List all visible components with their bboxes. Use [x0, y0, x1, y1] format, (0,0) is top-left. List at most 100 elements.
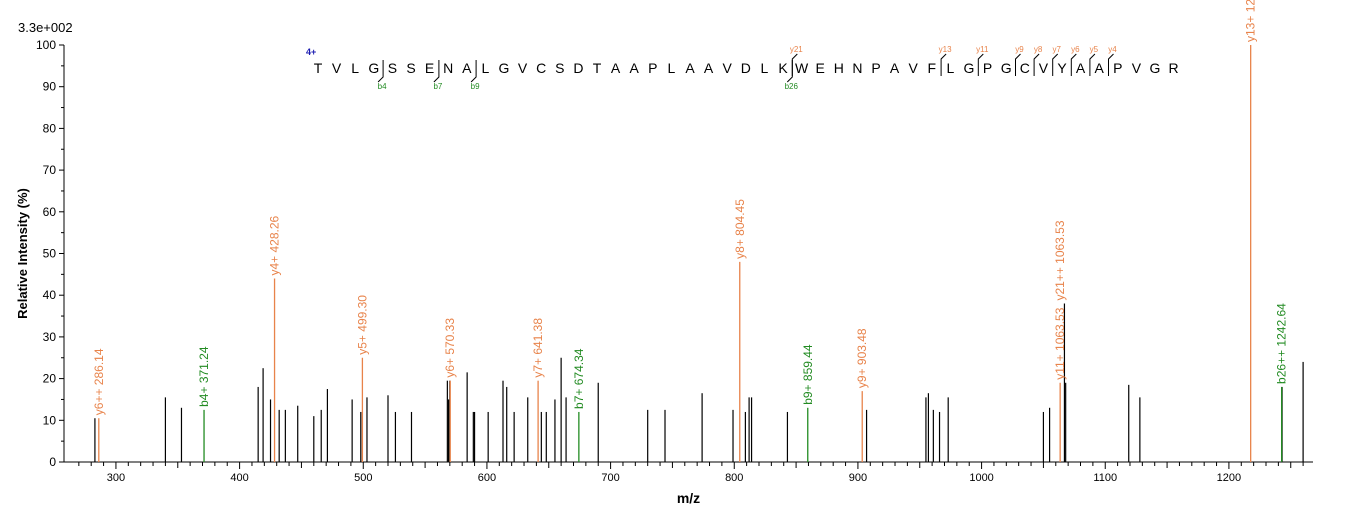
y-tick-label: 40	[43, 288, 57, 302]
y-ion-cleavage-mark	[791, 53, 798, 76]
sequence-residue: G	[964, 60, 975, 76]
peak-label: b26++ 1242.64	[1275, 303, 1289, 384]
sequence-residue: A	[462, 60, 472, 76]
y-ion-cleavage-mark	[940, 53, 947, 76]
peak-label: b4+ 371.24	[197, 346, 211, 407]
y-ion-label: y11	[976, 45, 989, 54]
y-ion-label: y21	[790, 45, 803, 54]
sequence-residue: V	[518, 60, 528, 76]
charge-state: 4+	[306, 47, 316, 57]
y-ion-cleavage-mark	[1070, 53, 1077, 76]
x-tick-label: 600	[478, 472, 496, 484]
sequence-residue: W	[795, 60, 809, 76]
y-tick-label: 50	[43, 247, 57, 261]
x-tick-label: 1100	[1093, 472, 1117, 484]
y-tick-label: 90	[43, 80, 57, 94]
sequence-residue: K	[778, 60, 788, 76]
sequence-residue: A	[1095, 60, 1105, 76]
x-tick-label: 1200	[1217, 472, 1241, 484]
y-tick-label: 70	[43, 163, 57, 177]
peak-label: y9+ 903.48	[855, 328, 869, 388]
peak-label: y13+ 1217.60	[1244, 0, 1258, 42]
sequence-residue: L	[668, 60, 676, 76]
y-tick-label: 30	[43, 330, 57, 344]
sequence-residue: V	[909, 60, 919, 76]
peak-label: y21++ 1063.53	[1053, 220, 1067, 300]
sequence-residue: A	[890, 60, 900, 76]
y-ion-label: y4	[1108, 45, 1117, 54]
sequence-residue: V	[332, 60, 342, 76]
sequence-residue: S	[388, 60, 397, 76]
sequence-residue: A	[630, 60, 640, 76]
sequence-residue: P	[983, 60, 992, 76]
sequence-residue: H	[834, 60, 844, 76]
b-ion-label: b9	[471, 82, 480, 91]
y-axis-title: Relative Intensity (%)	[15, 188, 30, 319]
peak-label: y6++ 286.14	[92, 348, 106, 415]
y-tick-label: 20	[43, 372, 57, 386]
x-tick-label: 800	[725, 472, 743, 484]
y-ion-cleavage-mark	[1033, 53, 1040, 76]
b-ion-label: b7	[433, 82, 442, 91]
y-ion-label: y8	[1034, 45, 1043, 54]
sequence-residue: E	[816, 60, 825, 76]
b-ion-cleavage-mark	[470, 60, 477, 83]
peak-label: y8+ 804.45	[733, 199, 747, 259]
b-ion-label: b26	[785, 82, 799, 91]
y-tick-label: 60	[43, 205, 57, 219]
y-tick-label: 0	[49, 455, 56, 469]
x-tick-label: 300	[107, 472, 125, 484]
sequence-residue: S	[555, 60, 564, 76]
b-ion-label: b4	[378, 82, 387, 91]
sequence-residue: L	[761, 60, 769, 76]
y-ion-label: y13	[939, 45, 952, 54]
x-tick-label: 700	[601, 472, 619, 484]
sequence-residue: L	[947, 60, 955, 76]
y-ion-cleavage-mark	[1108, 53, 1114, 76]
peak-label: b9+ 859.44	[801, 344, 815, 405]
y-ion-cleavage-mark	[1089, 53, 1096, 76]
x-axis-title: m/z	[677, 490, 700, 506]
sequence-residue: F	[928, 60, 937, 76]
sequence-residue: V	[1039, 60, 1049, 76]
y-ion-label: y7	[1052, 45, 1061, 54]
y-ion-label: y5	[1090, 45, 1099, 54]
y-tick-label: 100	[36, 38, 56, 52]
peak-label: y5+ 499.30	[355, 295, 369, 355]
b-ion-cleavage-mark	[433, 60, 440, 83]
sequence-residue: Y	[1057, 60, 1067, 76]
x-tick-label: 900	[849, 472, 867, 484]
sequence-residue: L	[482, 60, 490, 76]
sequence-residue: A	[1076, 60, 1086, 76]
peak-label: y4+ 428.26	[268, 215, 282, 275]
y-ion-cleavage-mark	[1052, 53, 1059, 76]
sequence-residue: P	[871, 60, 880, 76]
sequence-residue: C	[536, 60, 546, 76]
sequence-residue: S	[406, 60, 415, 76]
peak-label: y11+ 1063.53	[1053, 307, 1067, 380]
sequence-residue: D	[573, 60, 583, 76]
x-tick-label: 500	[354, 472, 372, 484]
y-ion-label: y6	[1071, 45, 1080, 54]
sequence-residue: G	[1001, 60, 1012, 76]
sequence-residue: R	[1169, 60, 1179, 76]
sequence-residue: G	[1150, 60, 1161, 76]
y-tick-label: 80	[43, 121, 57, 135]
y-max-label: 3.3e+002	[18, 20, 73, 35]
b-ion-cleavage-mark	[786, 60, 793, 83]
sequence-residue: G	[499, 60, 510, 76]
sequence-residue: C	[1020, 60, 1030, 76]
b-ion-cleavage-mark	[377, 60, 384, 83]
peak-label: y6+ 570.33	[443, 318, 457, 378]
y-ion-cleavage-mark	[977, 53, 984, 76]
sequence-residue: D	[741, 60, 751, 76]
y-ion-label: y9	[1015, 45, 1024, 54]
y-tick-label: 10	[43, 413, 57, 427]
sequence-residue: G	[368, 60, 379, 76]
sequence-residue: P	[648, 60, 657, 76]
peak-label: y7+ 641.38	[531, 318, 545, 378]
sequence-residue: A	[704, 60, 714, 76]
sequence-residue: E	[425, 60, 434, 76]
x-tick-label: 400	[230, 472, 248, 484]
